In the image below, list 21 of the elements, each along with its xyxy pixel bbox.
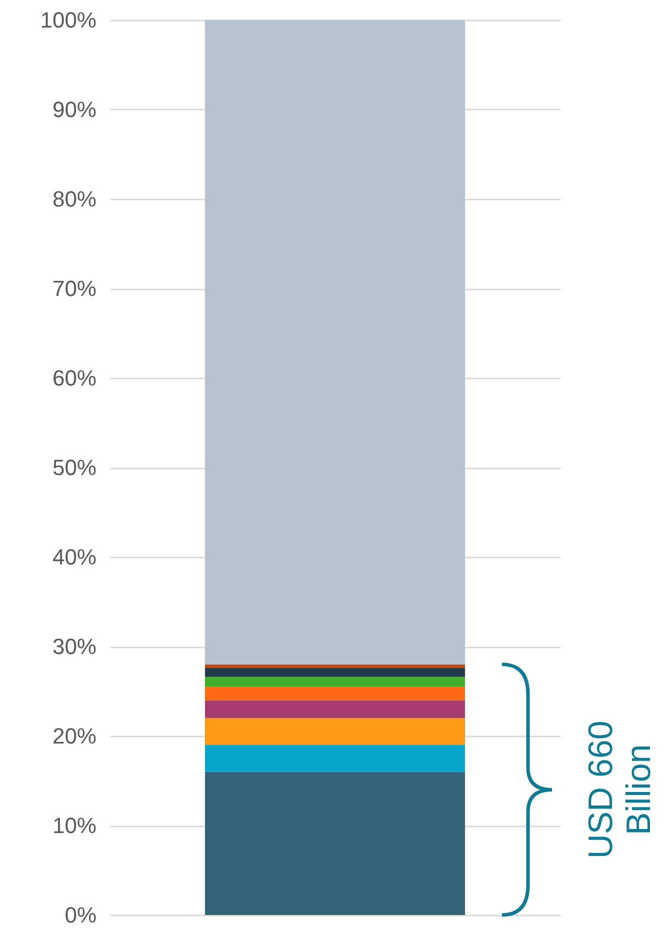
y-tick-label: 80%	[52, 186, 96, 212]
y-tick-label: 0%	[64, 902, 96, 928]
y-tick-label: 90%	[52, 97, 96, 122]
y-tick-label: 60%	[52, 366, 96, 390]
y-tick-label: 20%	[52, 724, 96, 748]
y-tick-label: 70%	[52, 276, 96, 301]
y-tick-label: 50%	[52, 455, 96, 480]
y-tick-label: 100%	[40, 8, 96, 32]
bar	[205, 664, 465, 668]
bar	[205, 744, 465, 772]
y-tick-label: 30%	[52, 634, 96, 659]
bar	[205, 676, 465, 687]
text: USD 660 Billion	[582, 720, 658, 859]
bar	[205, 718, 465, 745]
bar	[205, 772, 465, 915]
bar	[205, 700, 465, 718]
bar	[205, 686, 465, 700]
bar	[205, 668, 465, 677]
y-tick-label: 40%	[52, 544, 96, 570]
bar	[205, 20, 465, 664]
y-tick-label: 10%	[52, 813, 96, 838]
